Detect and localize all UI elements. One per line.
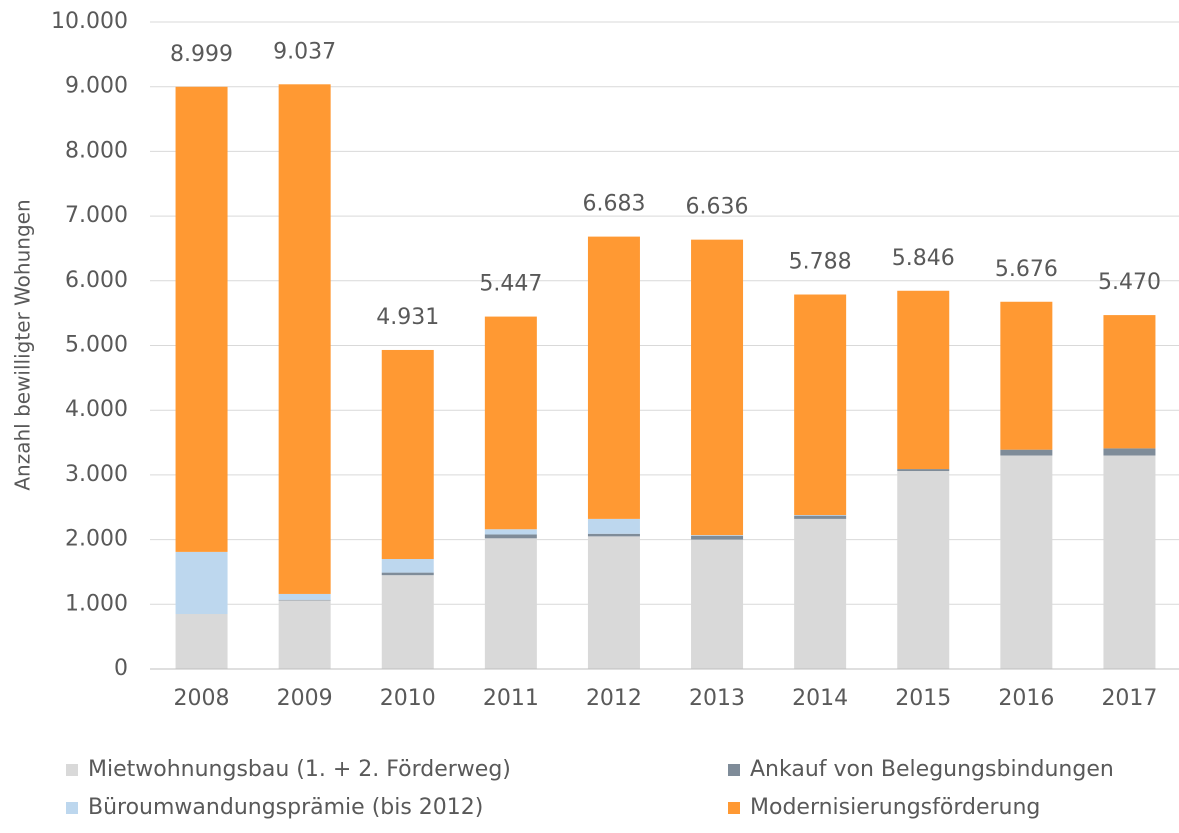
bar-segment xyxy=(381,559,434,573)
y-tick-label: 8.000 xyxy=(65,138,128,163)
bar-segment xyxy=(1000,455,1053,669)
bar-segment xyxy=(587,236,640,519)
bar-segment xyxy=(1000,301,1053,450)
y-tick-label: 2.000 xyxy=(65,527,128,552)
total-label: 4.931 xyxy=(376,305,439,330)
bar-segment xyxy=(175,551,228,615)
bar-segment xyxy=(278,84,331,594)
bar-segment xyxy=(691,535,744,540)
bar-segment xyxy=(175,614,228,669)
legend-label: Mietwohnungsbau (1. + 2. Förderweg) xyxy=(88,757,511,782)
bar-segment xyxy=(794,515,847,519)
x-tick-label: 2015 xyxy=(895,686,951,711)
x-tick-label: 2017 xyxy=(1101,686,1157,711)
y-tick-label: 5.000 xyxy=(65,333,128,358)
y-tick-label: 0 xyxy=(114,656,128,681)
x-tick-label: 2013 xyxy=(689,686,745,711)
bar-segment xyxy=(897,290,950,470)
total-label: 5.447 xyxy=(479,272,542,297)
bar-segment xyxy=(587,536,640,669)
bar-segment xyxy=(1103,455,1156,669)
bar-segment xyxy=(484,534,537,539)
bar-segment xyxy=(175,86,228,552)
total-label: 8.999 xyxy=(170,42,233,67)
y-tick-label: 7.000 xyxy=(65,203,128,228)
bar-segment xyxy=(278,593,331,600)
legend-swatch xyxy=(728,802,740,814)
y-tick-label: 3.000 xyxy=(65,462,128,487)
bar-segment xyxy=(278,600,331,669)
bar-segment xyxy=(278,599,331,601)
x-tick-label: 2011 xyxy=(483,686,539,711)
y-tick-label: 4.000 xyxy=(65,397,128,422)
y-tick-label: 9.000 xyxy=(65,74,128,99)
bar-segment xyxy=(1103,315,1156,449)
legend-label: Büroumwandungsprämie (bis 2012) xyxy=(88,795,483,820)
bar-segment xyxy=(484,316,537,530)
x-tick-label: 2009 xyxy=(277,686,333,711)
bar-segment xyxy=(691,239,744,536)
total-label: 5.788 xyxy=(789,250,852,275)
bar-segment xyxy=(897,469,950,472)
bar-segment xyxy=(691,535,744,536)
legend-swatch xyxy=(66,764,78,776)
y-axis-label: Anzahl bewilligter Wohungen xyxy=(11,199,35,490)
bar-segment xyxy=(1103,448,1156,456)
total-label: 5.676 xyxy=(995,257,1058,282)
legend-label: Modernisierungsförderung xyxy=(750,795,1040,820)
bar-segment xyxy=(794,294,847,516)
y-tick-label: 1.000 xyxy=(65,591,128,616)
y-tick-label: 6.000 xyxy=(65,268,128,293)
x-tick-label: 2016 xyxy=(998,686,1054,711)
total-label: 5.470 xyxy=(1098,270,1161,295)
total-label: 6.683 xyxy=(582,192,645,217)
bar-segment xyxy=(587,533,640,537)
y-tick-label: 10.000 xyxy=(51,9,128,34)
bar-segment xyxy=(381,575,434,669)
bar-segment xyxy=(794,518,847,669)
bar-segment xyxy=(381,349,434,560)
bar-segment xyxy=(381,572,434,576)
bar-segment xyxy=(484,538,537,669)
bar-segment xyxy=(587,518,640,534)
x-tick-label: 2008 xyxy=(174,686,230,711)
bar-segment xyxy=(794,515,847,516)
legend-swatch xyxy=(66,802,78,814)
total-label: 5.846 xyxy=(892,246,955,271)
bar-segment xyxy=(1000,449,1053,456)
x-tick-label: 2012 xyxy=(586,686,642,711)
total-label: 9.037 xyxy=(273,39,336,64)
bar-segment xyxy=(691,539,744,669)
legend-swatch xyxy=(728,764,740,776)
legend-label: Ankauf von Belegungsbindungen xyxy=(750,757,1114,782)
x-tick-label: 2014 xyxy=(792,686,848,711)
total-label: 6.636 xyxy=(686,195,749,220)
bar-segment xyxy=(484,529,537,535)
bar-segment xyxy=(897,471,950,669)
x-tick-label: 2010 xyxy=(380,686,436,711)
